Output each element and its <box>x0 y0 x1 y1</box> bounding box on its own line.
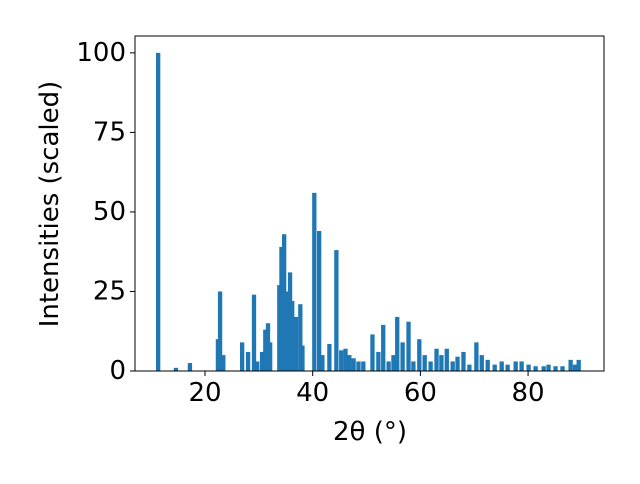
bar <box>320 355 325 371</box>
bar <box>217 291 223 371</box>
bar <box>370 334 375 371</box>
bar <box>356 361 361 371</box>
bar <box>339 350 344 371</box>
bar <box>474 342 479 371</box>
x-axis-label: 2θ (°) <box>333 417 407 447</box>
bar <box>576 359 581 371</box>
bar <box>434 348 439 371</box>
y-axis-label: Intensities (scaled) <box>35 81 65 328</box>
bar <box>479 355 484 371</box>
bar <box>317 231 322 371</box>
bar <box>361 361 366 371</box>
bar <box>215 339 221 371</box>
y-tick-label: 0 <box>109 356 126 386</box>
bar <box>327 343 332 371</box>
bar <box>450 361 455 371</box>
bar <box>546 364 551 371</box>
bar <box>284 291 289 371</box>
bar <box>461 351 466 371</box>
y-tick-label: 100 <box>76 38 126 68</box>
bar <box>513 361 518 371</box>
bar <box>255 361 260 371</box>
bar <box>240 342 245 371</box>
bar <box>187 363 193 371</box>
bar <box>519 361 524 371</box>
bar <box>568 359 573 371</box>
bar <box>312 192 317 371</box>
x-tick-label: 40 <box>296 378 329 408</box>
bar <box>485 359 490 371</box>
bar <box>173 367 179 371</box>
bar <box>422 355 427 371</box>
bar <box>455 356 460 371</box>
bar <box>411 361 416 371</box>
bar <box>351 358 356 371</box>
bar <box>444 348 449 371</box>
bar <box>395 316 400 371</box>
bar <box>553 366 558 371</box>
bar <box>263 329 268 371</box>
bar <box>259 351 265 371</box>
bar <box>492 364 497 371</box>
x-tick-label: 60 <box>404 378 437 408</box>
bar <box>417 339 422 371</box>
bar <box>533 366 538 371</box>
bar <box>156 52 161 371</box>
bar <box>381 324 386 371</box>
bar <box>245 351 251 371</box>
bar <box>287 272 293 371</box>
y-tick-label: 25 <box>93 276 126 306</box>
bar <box>439 355 444 371</box>
bar <box>541 366 546 371</box>
bar <box>251 294 257 371</box>
bar <box>526 364 531 371</box>
bar <box>400 342 405 371</box>
bar <box>376 351 381 371</box>
bar <box>572 364 578 371</box>
bar <box>505 364 510 371</box>
bar <box>300 345 305 371</box>
bar <box>428 361 433 371</box>
x-tick-label: 20 <box>188 378 221 408</box>
bar <box>391 355 396 371</box>
bar <box>560 366 565 371</box>
bar <box>343 348 348 371</box>
bar <box>298 304 303 371</box>
bar <box>334 250 339 371</box>
bar <box>268 342 273 371</box>
y-tick-label: 50 <box>93 197 126 227</box>
bar <box>347 355 352 371</box>
bar <box>386 361 391 371</box>
bar <box>279 246 284 371</box>
y-tick-label: 75 <box>93 117 126 147</box>
bar <box>290 301 295 371</box>
bar <box>406 321 411 371</box>
bar <box>221 355 226 371</box>
bar <box>293 316 299 371</box>
bar <box>499 361 504 371</box>
x-tick-label: 80 <box>512 378 545 408</box>
plot-frame <box>134 35 605 372</box>
bar <box>467 364 472 371</box>
